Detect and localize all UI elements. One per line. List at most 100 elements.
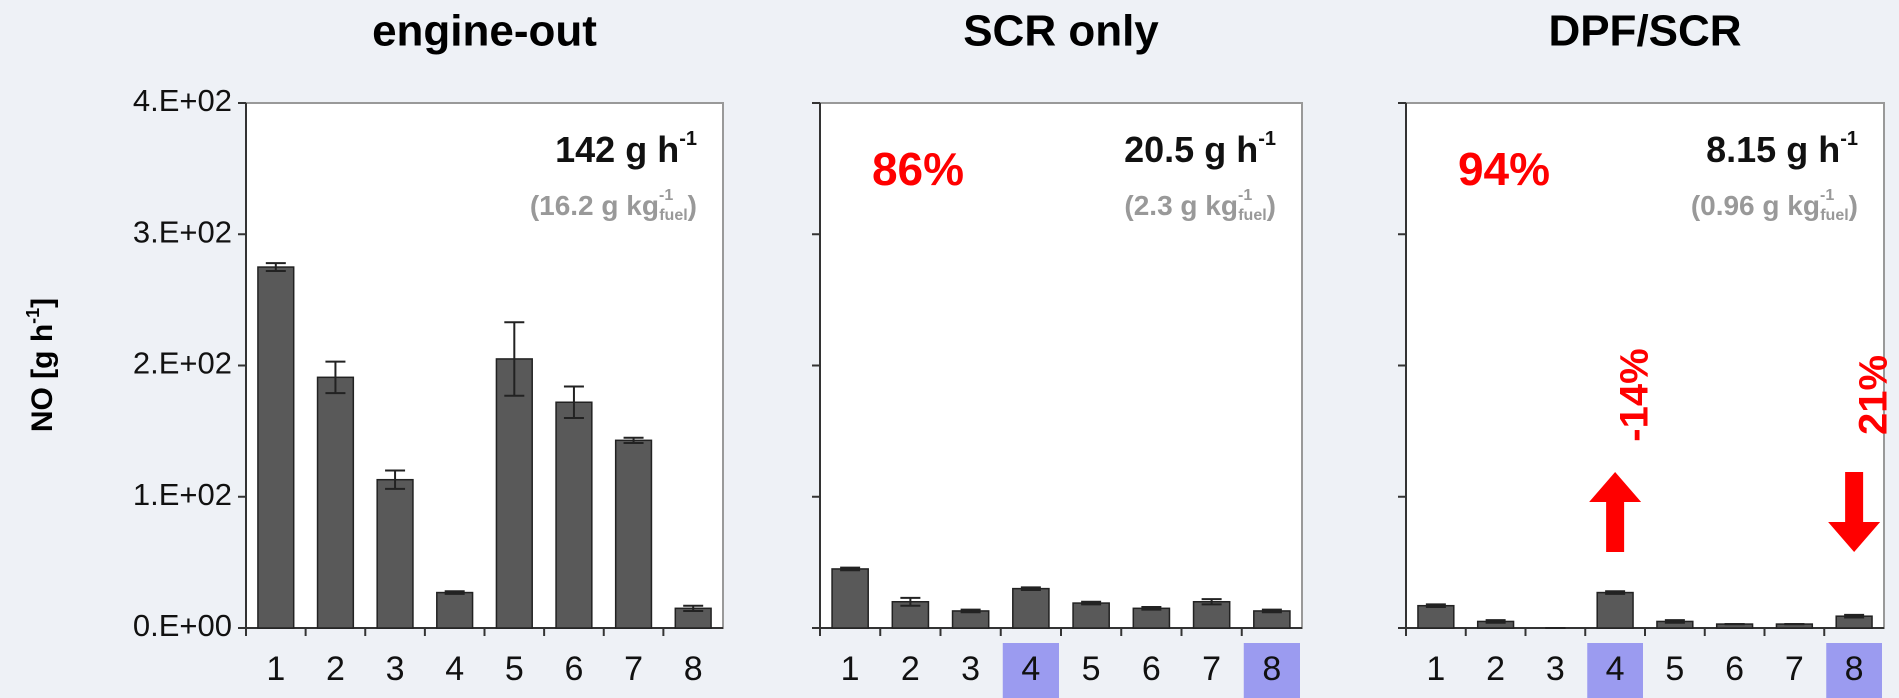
x-tick-label: 6 xyxy=(1725,650,1744,688)
bar xyxy=(1132,607,1171,629)
x-tick-label: 4 xyxy=(445,650,464,688)
error-bar xyxy=(1844,613,1865,619)
bar xyxy=(1596,591,1634,629)
rate-text: 20.5 g h xyxy=(1124,129,1258,170)
x-tick-label: 3 xyxy=(961,650,980,688)
y-label-sup: -1 xyxy=(23,308,43,324)
error-bar xyxy=(265,262,286,272)
specific-sub: fuel xyxy=(1238,207,1266,224)
specific-sup: -1 xyxy=(1820,187,1834,204)
x-tick-label: 8 xyxy=(1262,650,1281,688)
x-tick-label: 3 xyxy=(1546,650,1565,688)
error-bar xyxy=(504,321,525,397)
bar xyxy=(614,439,653,629)
x-tick-label: 1 xyxy=(841,650,860,688)
plot-frame xyxy=(819,102,1303,629)
error-bar xyxy=(563,385,584,419)
specific-end: ) xyxy=(688,190,697,221)
x-tick-label: 4 xyxy=(1021,650,1040,688)
x-tick-label: 6 xyxy=(564,650,583,688)
error-bar xyxy=(683,604,704,612)
specific-label: (0.96 g kg-1 fuel) xyxy=(1691,187,1858,224)
x-tick-label: 7 xyxy=(624,650,643,688)
x-tick-label: 8 xyxy=(684,650,703,688)
error-bar xyxy=(623,436,644,444)
error-bar xyxy=(325,360,346,395)
x-tick-label: 5 xyxy=(1082,650,1101,688)
error-bar xyxy=(1485,619,1506,624)
error-bar xyxy=(385,469,406,490)
specific-end: ) xyxy=(1267,190,1276,221)
specific-sub: fuel xyxy=(659,207,687,224)
x-tick-label: 3 xyxy=(386,650,405,688)
x-tick-label: 4 xyxy=(1606,650,1625,688)
x-tick-label: 5 xyxy=(505,650,524,688)
specific-text: (0.96 g kg xyxy=(1691,190,1820,221)
error-bar xyxy=(1664,619,1685,624)
error-bar xyxy=(1425,603,1446,608)
y-label-text: NO [g h xyxy=(26,324,59,432)
specific-end: ) xyxy=(1849,190,1858,221)
rate-label: 8.15 g h-1 xyxy=(1706,128,1858,169)
bar xyxy=(436,591,474,629)
specific-label: (16.2 g kg-1 fuel) xyxy=(530,187,697,224)
bar xyxy=(831,568,869,629)
error-bar xyxy=(960,608,981,614)
x-tick-label: 5 xyxy=(1665,650,1684,688)
x-tick-label: 8 xyxy=(1845,650,1864,688)
error-bar xyxy=(1605,590,1626,595)
chart-title: DPF/SCR xyxy=(1548,7,1741,56)
specific-text: (16.2 g kg xyxy=(530,190,659,221)
specific-sub: fuel xyxy=(1820,207,1848,224)
rate-text: 142 g h xyxy=(555,129,679,170)
y-label-end: ] xyxy=(26,298,59,308)
chart-title: SCR only xyxy=(963,7,1159,56)
bar xyxy=(376,478,414,629)
rate-label: 142 g h-1 xyxy=(555,128,697,169)
y-tick-label: 4.E+02 xyxy=(133,83,232,118)
error-bar xyxy=(840,566,861,572)
error-bar xyxy=(1261,608,1282,614)
bar xyxy=(1253,610,1291,629)
rate-sup: -1 xyxy=(679,128,697,150)
annotation-arrow xyxy=(1828,472,1881,552)
error-bar xyxy=(1081,600,1102,606)
y-tick-label: 2.E+02 xyxy=(133,346,232,381)
specific-text: (2.3 g kg xyxy=(1124,190,1238,221)
annotation-arrow xyxy=(1589,472,1642,552)
specific-label: (2.3 g kg-1 fuel) xyxy=(1124,187,1276,224)
y-tick-label: 1.E+02 xyxy=(133,477,232,512)
bar xyxy=(951,610,990,629)
category-highlight xyxy=(1002,643,1059,698)
error-bar xyxy=(1141,606,1162,611)
x-tick-label: 1 xyxy=(266,650,285,688)
annotation-label: 21% xyxy=(1852,355,1896,435)
bar xyxy=(257,266,295,629)
error-bar xyxy=(1201,598,1222,606)
y-tick-label: 0.E+00 xyxy=(133,608,232,643)
reduction-label: 86% xyxy=(872,143,964,195)
bar xyxy=(495,358,533,629)
bar xyxy=(1072,602,1110,629)
specific-sup: -1 xyxy=(1238,187,1252,204)
error-bar xyxy=(1020,586,1041,591)
error-bar xyxy=(444,590,465,595)
plot-frame xyxy=(1405,102,1885,629)
x-tick-label: 2 xyxy=(326,650,345,688)
rate-sup: -1 xyxy=(1258,128,1276,150)
reduction-label: 94% xyxy=(1458,143,1550,195)
category-highlight xyxy=(1826,643,1882,698)
annotation-label: -14% xyxy=(1613,348,1657,441)
x-tick-label: 1 xyxy=(1426,650,1445,688)
x-tick-label: 7 xyxy=(1202,650,1221,688)
chart-title: engine-out xyxy=(372,7,597,56)
x-tick-label: 6 xyxy=(1142,650,1161,688)
specific-sup: -1 xyxy=(659,187,673,204)
x-tick-label: 7 xyxy=(1785,650,1804,688)
rate-text: 8.15 g h xyxy=(1706,129,1840,170)
rate-label: 20.5 g h-1 xyxy=(1124,128,1276,169)
error-bar xyxy=(900,596,921,607)
x-tick-label: 2 xyxy=(1486,650,1505,688)
category-highlight xyxy=(1243,643,1300,698)
